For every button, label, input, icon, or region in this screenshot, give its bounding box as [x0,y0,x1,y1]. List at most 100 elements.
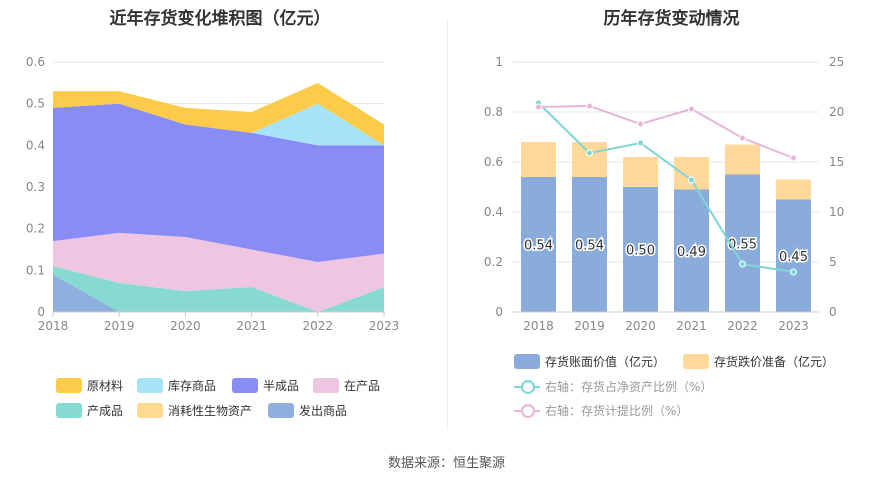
line-point [790,154,797,162]
legend-item[interactable]: 存货跌价准备（亿元） [683,353,834,370]
legend-swatch [268,403,294,418]
x-tick-label: 2020 [170,319,201,333]
legend-item[interactable]: 原材料 [56,377,123,394]
legend-swatch [313,378,339,393]
x-tick-label: 2019 [574,319,605,333]
y-right-tick-label: 5 [829,255,837,269]
y-right-tick-label: 0 [829,305,837,319]
legend-label: 产成品 [87,404,124,418]
legend-label: 发出商品 [299,404,348,418]
legend-swatch [514,379,540,394]
bar-value-label: 0.50 [626,244,655,259]
bar-存货跌价准备（亿元） [572,142,607,177]
bar-存货跌价准备（亿元） [725,144,760,175]
x-tick-label: 2020 [625,319,656,333]
legend-item[interactable]: 在产品 [313,377,380,394]
x-tick-label: 2018 [38,319,69,333]
line-右轴：存货占净资产比例（%） [537,102,794,273]
legend-swatch [683,354,709,369]
bar-存货账面价值（亿元） [623,187,658,312]
bar-value-label: 0.55 [728,237,757,252]
legend-label: 原材料 [87,379,124,393]
area-在产品 [53,232,384,312]
legend-swatch [56,403,82,418]
x-tick-label: 2023 [369,319,400,333]
line-point [637,139,644,147]
legend-label: 存货跌价准备（亿元） [714,355,835,369]
y-tick-label: 0.4 [26,138,45,152]
y-tick-label: 0.1 [26,263,45,277]
legend-item[interactable]: 消耗性生物资产 [137,402,252,419]
area-库存商品 [53,103,384,146]
area-发出商品 [53,274,384,312]
y-tick-label: 0.6 [26,55,45,69]
bar-value-label: 0.54 [524,239,553,254]
x-tick-label: 2021 [236,319,267,333]
y-tick-label: 0.2 [26,222,45,236]
bar-存货跌价准备（亿元） [776,179,811,200]
bar-存货账面价值（亿元） [776,199,811,312]
line-point [790,268,797,276]
legend-label: 在产品 [344,379,381,393]
line-point [637,120,644,128]
data-source: 数据来源：恒生聚源 [387,456,505,471]
bar-value-label: 0.45 [779,250,808,265]
right-chart-title: 历年存货变动情况 [603,9,740,29]
area-原材料 [53,82,384,146]
line-point [688,176,695,184]
bar-value-label: 0.49 [677,245,706,260]
legend-label: 右轴：存货占净资产比例（%） [545,380,713,394]
left-chart-title: 近年存货变化堆积图（亿元） [109,9,331,29]
legend-item[interactable]: 右轴：存货占净资产比例（%） [514,378,712,395]
y-right-tick-label: 20 [829,105,844,119]
line-右轴：存货计提比例（%） [538,104,794,159]
y-left-tick-label: 0.8 [484,105,503,119]
legend-item[interactable]: 库存商品 [137,377,216,394]
line-point [586,102,593,110]
x-tick-label: 2023 [778,319,809,333]
legend-swatch [137,403,163,418]
legend-swatch [514,354,540,369]
legend-label: 存货账面价值（亿元） [545,355,666,369]
legend-label: 右轴：存货计提比例（%） [545,404,689,418]
legend-label: 半成品 [263,379,300,393]
line-point [535,103,542,111]
line-point [739,134,746,142]
legend-item[interactable]: 产成品 [56,402,123,419]
x-tick-label: 2019 [104,319,135,333]
legend-item[interactable]: 发出商品 [268,402,347,419]
y-right-tick-label: 15 [829,155,844,169]
y-tick-label: 0 [37,305,45,319]
y-left-tick-label: 0 [495,305,503,319]
legend-item[interactable]: 存货账面价值（亿元） [514,353,665,370]
y-left-tick-label: 0.4 [484,205,503,219]
y-tick-label: 0.5 [26,97,45,111]
x-tick-label: 2021 [676,319,707,333]
line-point [688,105,695,113]
panel-divider [447,20,448,430]
legend-swatch [514,403,540,418]
bar-存货跌价准备（亿元） [623,157,658,187]
y-right-tick-label: 25 [829,55,844,69]
y-left-tick-label: 0.2 [484,255,503,269]
y-right-tick-label: 10 [829,205,844,219]
x-tick-label: 2022 [727,319,758,333]
legend-swatch [137,378,163,393]
x-tick-label: 2022 [303,319,334,333]
legend-item[interactable]: 右轴：存货计提比例（%） [514,402,688,419]
y-left-tick-label: 0.6 [484,155,503,169]
legend-swatch [56,378,82,393]
bar-存货跌价准备（亿元） [521,142,556,177]
bar-value-label: 0.54 [575,239,604,254]
stacked-area-chart: 0 0.1 0.2 0.3 0.4 0.5 0.6 2018 2019 2020 2021 2022 2… [26,55,400,333]
legend-label: 库存商品 [168,379,217,393]
y-tick-label: 0.3 [26,180,45,194]
legend-swatch [232,378,258,393]
line-point [739,260,746,268]
area-半成品 [53,103,384,263]
legend-item[interactable]: 半成品 [232,377,299,394]
area-产成品 [53,266,384,312]
y-left-tick-label: 1 [495,55,503,69]
line-point [586,149,593,157]
